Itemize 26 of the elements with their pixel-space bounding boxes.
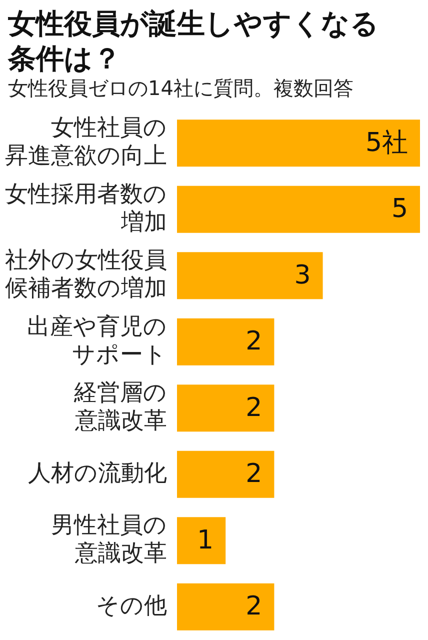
y-tick-label: 社外の女性役員候補者数の増加 bbox=[5, 248, 167, 302]
bar bbox=[177, 318, 274, 366]
y-tick-label: 女性採用者数の増加 bbox=[5, 181, 167, 236]
bar bbox=[177, 517, 226, 564]
bar bbox=[177, 186, 420, 233]
bar bbox=[177, 384, 274, 432]
y-tick-label: その他 bbox=[96, 592, 167, 619]
data-label: 2 bbox=[246, 392, 262, 423]
y-tick-label: 出産や育児のサポート bbox=[27, 314, 167, 368]
data-label: 3 bbox=[294, 260, 311, 290]
chart-title: 女性役員が誕生しやすくなる条件は？ bbox=[8, 6, 380, 76]
y-tick-label: 男性社員の意識改革 bbox=[51, 512, 167, 567]
bar bbox=[177, 252, 323, 300]
data-label: 2 bbox=[246, 459, 262, 490]
data-label: 2 bbox=[246, 326, 262, 357]
bar bbox=[177, 450, 274, 498]
data-label: 2 bbox=[246, 592, 262, 622]
data-label: 5社 bbox=[365, 128, 408, 158]
data-label: 1 bbox=[197, 525, 214, 556]
chart-subtitle: 女性役員ゼロの14社に質問。複数回答 bbox=[8, 76, 354, 100]
bar bbox=[177, 583, 274, 630]
data-label: 5 bbox=[391, 194, 408, 224]
y-tick-label: 経営層の意識改革 bbox=[73, 380, 167, 434]
y-tick-label: 女性社員の昇進意欲の向上 bbox=[5, 115, 167, 170]
y-tick-label: 人材の流動化 bbox=[28, 460, 167, 486]
bar bbox=[177, 120, 420, 167]
